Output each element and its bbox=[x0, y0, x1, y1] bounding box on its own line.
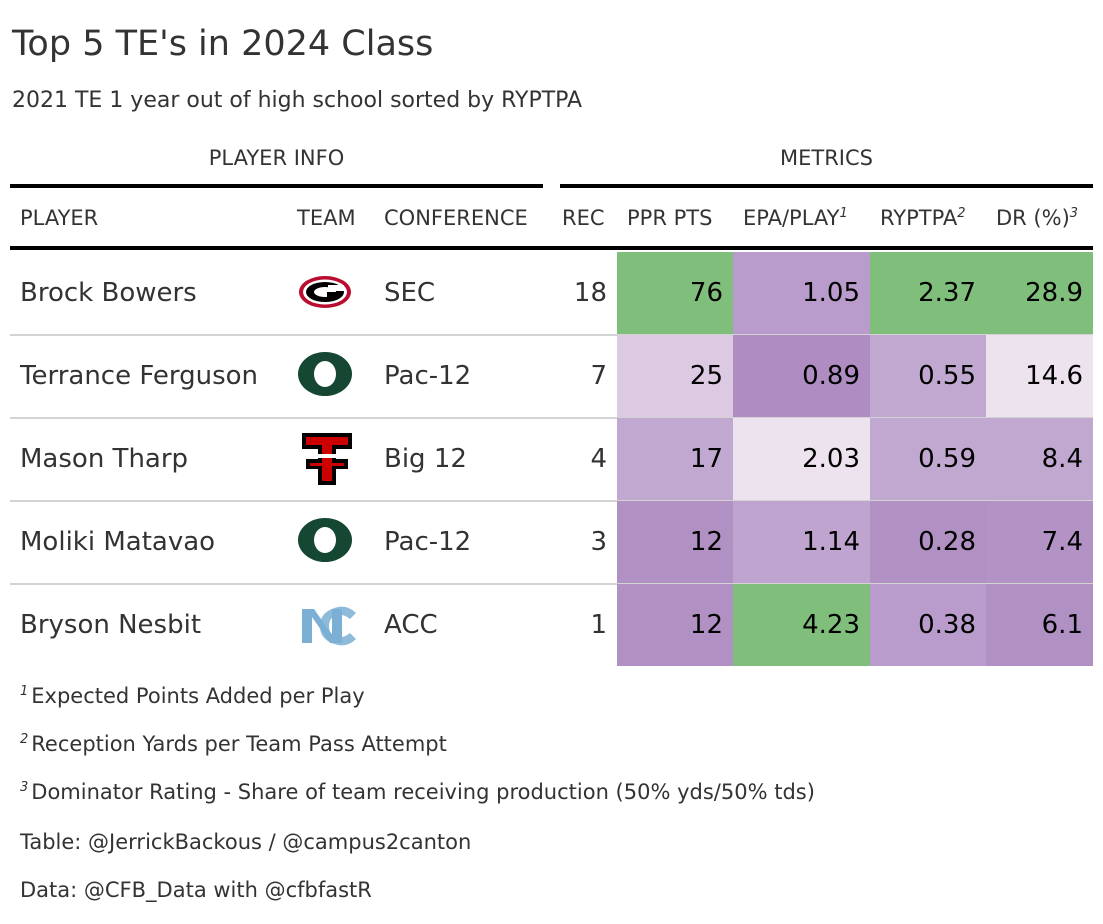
metric-cell-ppr: 25 bbox=[617, 335, 733, 417]
row-divider bbox=[10, 500, 1093, 502]
row-divider bbox=[10, 334, 1093, 336]
metric-cell-dr: 8.4 bbox=[986, 418, 1093, 500]
footnote-3-text: Dominator Rating - Share of team receivi… bbox=[31, 780, 815, 804]
player-name: Bryson Nesbit bbox=[20, 610, 202, 640]
spanner-line-player-info bbox=[10, 184, 543, 188]
spanner-metrics: METRICS bbox=[780, 146, 873, 170]
header-bottom-rule bbox=[10, 246, 1093, 250]
footnote-3-mark: 3 bbox=[20, 780, 29, 795]
col-head-dr: DR (%)3 bbox=[996, 206, 1078, 230]
metric-cell-epa: 0.89 bbox=[733, 335, 870, 417]
player-name: Terrance Ferguson bbox=[20, 361, 259, 391]
footnote-2-text: Reception Yards per Team Pass Attempt bbox=[31, 732, 447, 756]
source-note-table: Table: @JerrickBackous / @campus2canton bbox=[20, 830, 472, 854]
rec-value: 18 bbox=[573, 278, 607, 308]
metric-cell-ppr: 12 bbox=[617, 584, 733, 666]
georgia-g-logo bbox=[298, 263, 358, 323]
footnote-1-text: Expected Points Added per Play bbox=[31, 684, 365, 708]
metric-cell-ppr: 17 bbox=[617, 418, 733, 500]
col-head-epa-mark: 1 bbox=[839, 206, 848, 221]
metric-cell-dr: 28.9 bbox=[986, 252, 1093, 334]
conference-name: Pac-12 bbox=[384, 361, 472, 391]
col-head-epa: EPA/PLAY1 bbox=[743, 206, 848, 230]
table-title: Top 5 TE's in 2024 Class bbox=[12, 24, 434, 64]
texas-tech-double-t-logo bbox=[298, 429, 358, 489]
conference-name: SEC bbox=[384, 278, 436, 308]
rec-value: 4 bbox=[590, 444, 607, 474]
spanner-line-metrics bbox=[560, 184, 1093, 188]
metric-cell-ryptpa: 0.28 bbox=[870, 501, 986, 583]
rec-value: 3 bbox=[590, 527, 607, 557]
unc-nc-logo bbox=[298, 595, 358, 655]
player-name: Brock Bowers bbox=[20, 278, 197, 308]
col-head-rec: REC bbox=[562, 206, 605, 230]
metric-cell-ryptpa: 2.37 bbox=[870, 252, 986, 334]
col-head-player: PLAYER bbox=[20, 206, 99, 230]
col-head-dr-label: DR (%) bbox=[996, 206, 1070, 230]
footnote-2-mark: 2 bbox=[20, 732, 29, 747]
metric-cell-ppr: 12 bbox=[617, 501, 733, 583]
metric-cell-ryptpa: 0.59 bbox=[870, 418, 986, 500]
footnote-3: 3 Dominator Rating - Share of team receiv… bbox=[20, 780, 815, 804]
rec-value: 7 bbox=[590, 361, 607, 391]
col-head-ryptpa-mark: 2 bbox=[957, 206, 966, 221]
rec-value: 1 bbox=[590, 610, 607, 640]
metric-cell-dr: 6.1 bbox=[986, 584, 1093, 666]
player-name: Moliki Matavao bbox=[20, 527, 216, 557]
metric-cell-dr: 7.4 bbox=[986, 501, 1093, 583]
oregon-o-logo bbox=[298, 346, 358, 406]
col-head-ryptpa: RYPTPA2 bbox=[880, 206, 966, 230]
metric-cell-ryptpa: 0.55 bbox=[870, 335, 986, 417]
col-head-team: TEAM bbox=[297, 206, 356, 230]
metric-cell-ppr: 76 bbox=[617, 252, 733, 334]
metric-cell-epa: 1.14 bbox=[733, 501, 870, 583]
col-head-ryptpa-label: RYPTPA bbox=[880, 206, 958, 230]
source-note-data: Data: @CFB_Data with @cfbfastR bbox=[20, 878, 372, 902]
player-name: Mason Tharp bbox=[20, 444, 189, 474]
col-head-conference: CONFERENCE bbox=[384, 206, 528, 230]
metric-cell-epa: 4.23 bbox=[733, 584, 870, 666]
conference-name: Pac-12 bbox=[384, 527, 472, 557]
col-head-ppr: PPR PTS bbox=[627, 206, 713, 230]
metric-cell-ryptpa: 0.38 bbox=[870, 584, 986, 666]
metric-cell-dr: 14.6 bbox=[986, 335, 1093, 417]
spanner-player-info: PLAYER INFO bbox=[208, 146, 345, 170]
col-head-dr-mark: 3 bbox=[1069, 206, 1079, 221]
metric-cell-epa: 2.03 bbox=[733, 418, 870, 500]
footnote-1: 1 Expected Points Added per Play bbox=[20, 684, 365, 708]
oregon-o-logo bbox=[298, 512, 358, 572]
row-divider bbox=[10, 417, 1093, 419]
conference-name: ACC bbox=[384, 610, 438, 640]
conference-name: Big 12 bbox=[384, 444, 467, 474]
metric-cell-epa: 1.05 bbox=[733, 252, 870, 334]
table-subtitle: 2021 TE 1 year out of high school sorted… bbox=[12, 88, 583, 113]
col-head-epa-label: EPA/PLAY bbox=[743, 206, 840, 230]
footnote-1-mark: 1 bbox=[20, 684, 29, 699]
footnote-2: 2 Reception Yards per Team Pass Attempt bbox=[20, 732, 447, 756]
row-divider bbox=[10, 583, 1093, 585]
